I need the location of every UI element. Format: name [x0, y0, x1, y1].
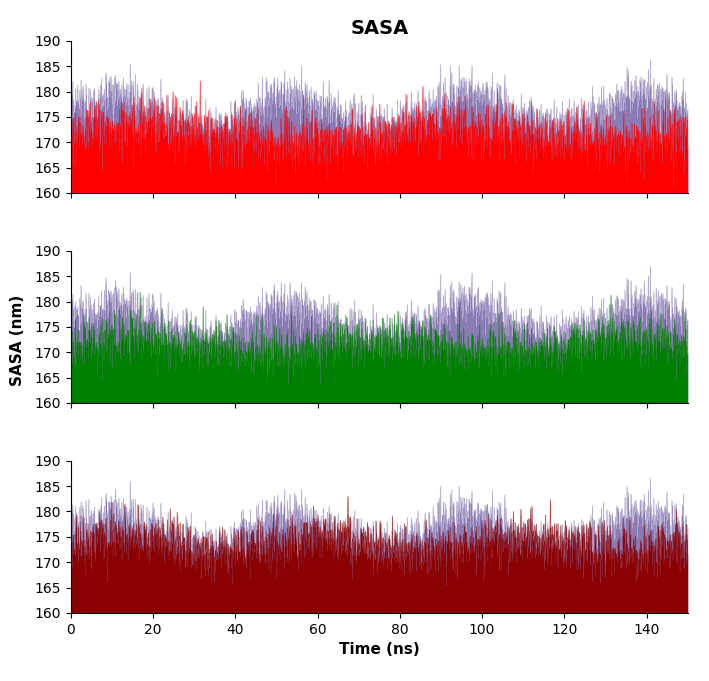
- X-axis label: Time (ns): Time (ns): [339, 642, 420, 657]
- Title: SASA: SASA: [350, 19, 408, 38]
- Text: SASA (nm): SASA (nm): [10, 295, 26, 386]
